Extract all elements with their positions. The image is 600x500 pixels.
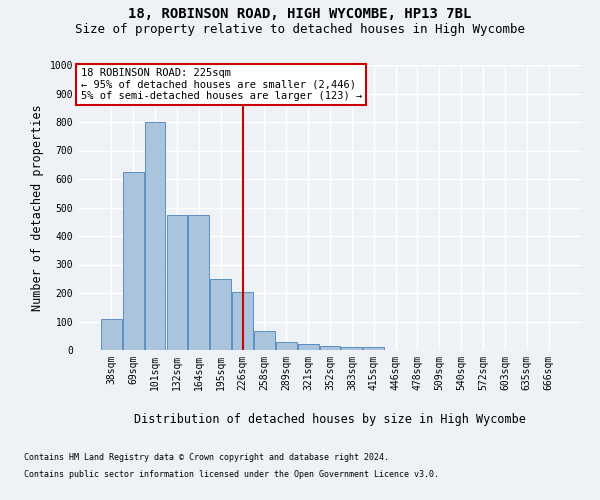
Bar <box>298 344 319 350</box>
Text: 18, ROBINSON ROAD, HIGH WYCOMBE, HP13 7BL: 18, ROBINSON ROAD, HIGH WYCOMBE, HP13 7B… <box>128 8 472 22</box>
Bar <box>320 346 340 350</box>
Bar <box>232 292 253 350</box>
Bar <box>101 318 122 350</box>
Text: Size of property relative to detached houses in High Wycombe: Size of property relative to detached ho… <box>75 22 525 36</box>
Bar <box>167 214 187 350</box>
Text: Contains HM Land Registry data © Crown copyright and database right 2024.: Contains HM Land Registry data © Crown c… <box>24 452 389 462</box>
Bar <box>210 279 231 350</box>
Bar <box>188 214 209 350</box>
Text: Distribution of detached houses by size in High Wycombe: Distribution of detached houses by size … <box>134 412 526 426</box>
Bar <box>364 347 384 350</box>
Bar <box>123 172 143 350</box>
Bar <box>276 342 296 350</box>
Text: 18 ROBINSON ROAD: 225sqm
← 95% of detached houses are smaller (2,446)
5% of semi: 18 ROBINSON ROAD: 225sqm ← 95% of detach… <box>80 68 362 101</box>
Text: Contains public sector information licensed under the Open Government Licence v3: Contains public sector information licen… <box>24 470 439 479</box>
Bar <box>145 122 166 350</box>
Bar <box>254 332 275 350</box>
Y-axis label: Number of detached properties: Number of detached properties <box>31 104 44 311</box>
Bar <box>341 347 362 350</box>
